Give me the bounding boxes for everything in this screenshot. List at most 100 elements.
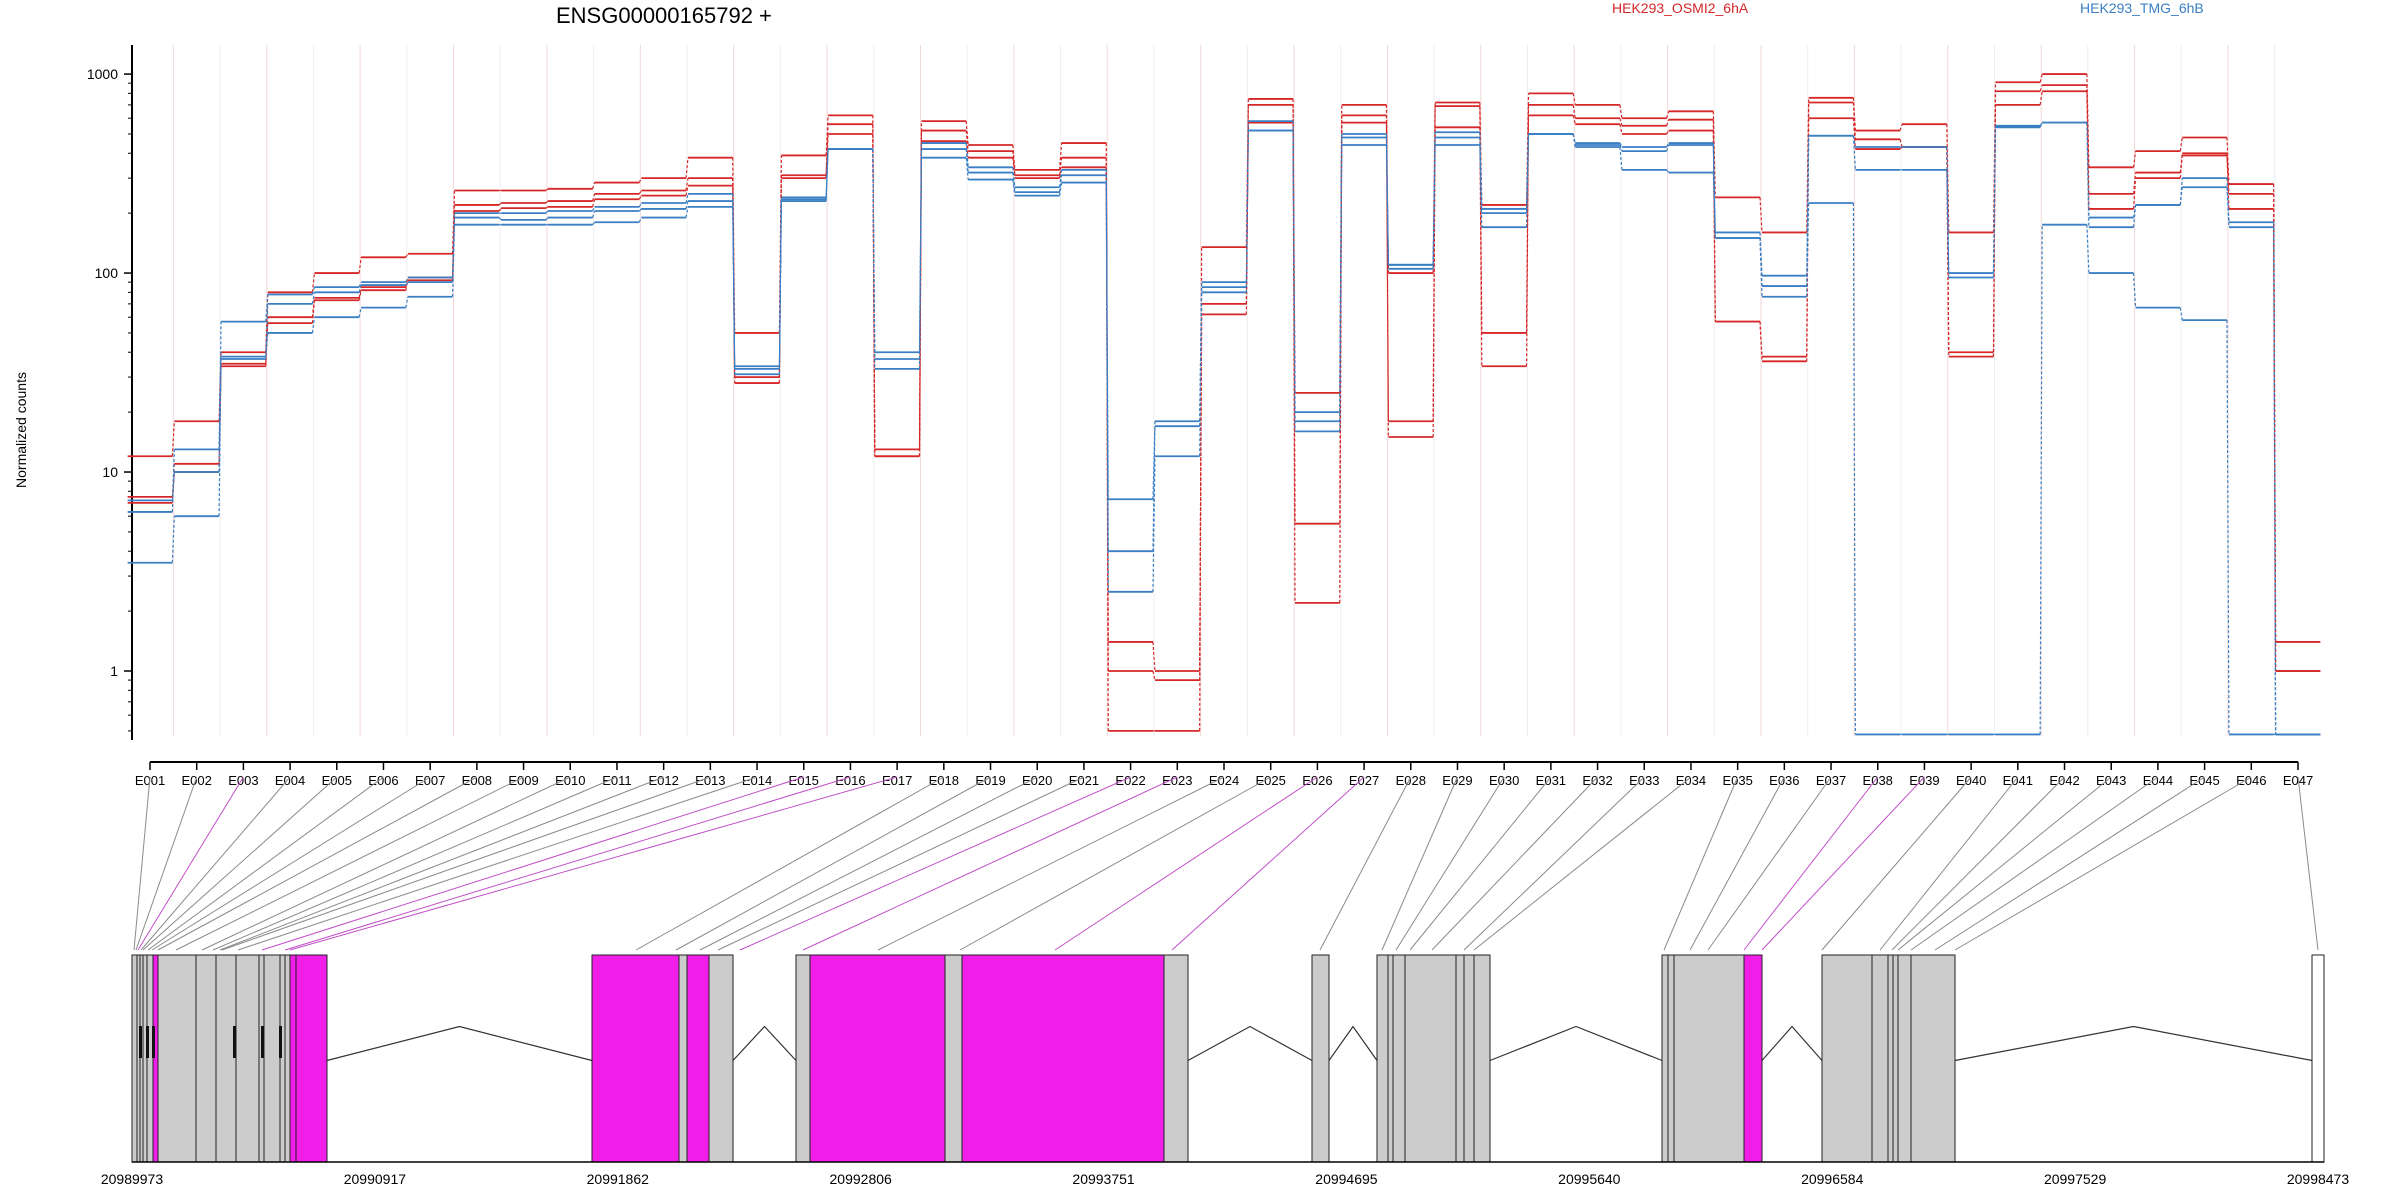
exon-mark xyxy=(146,1026,149,1058)
exon-mark xyxy=(261,1026,264,1058)
exon-connector xyxy=(1054,776,1318,951)
exon-label: E020 xyxy=(1022,773,1052,788)
step-riser xyxy=(2039,91,2043,105)
exon-connector xyxy=(699,776,1038,951)
step-riser xyxy=(638,202,642,208)
genomic-tick-label: 20989973 xyxy=(101,1171,164,1187)
exon-label: E010 xyxy=(555,773,585,788)
exon-connector xyxy=(877,776,1225,951)
exon-connector xyxy=(1319,776,1412,951)
exon-block xyxy=(1743,954,1763,1163)
exon-connector xyxy=(1821,776,1972,951)
step-riser xyxy=(1479,145,1483,228)
exon-connector xyxy=(157,776,478,951)
legend-tmg: HEK293_TMG_6hB xyxy=(2080,0,2204,16)
step-riser xyxy=(498,207,502,212)
step-riser xyxy=(592,193,596,202)
exon-connector xyxy=(959,776,1271,951)
step-riser xyxy=(1619,142,1623,148)
step-riser xyxy=(1339,122,1343,603)
step-riser xyxy=(405,280,409,291)
exon-block xyxy=(258,954,265,1163)
exon-label: E006 xyxy=(368,773,398,788)
step-riser xyxy=(1245,130,1249,288)
genomic-tick-label: 20997529 xyxy=(2044,1171,2107,1187)
step-riser xyxy=(1058,182,1063,196)
step-riser xyxy=(1666,130,1670,135)
exon-connector xyxy=(221,776,711,951)
step-riser xyxy=(2226,178,2230,223)
step-riser xyxy=(1058,167,1063,179)
exon-block xyxy=(263,954,281,1163)
exon-connector xyxy=(147,776,384,951)
exon-block xyxy=(1897,954,1912,1163)
step-riser xyxy=(311,317,316,334)
exon-block xyxy=(215,954,237,1163)
genomic-tick-label: 20990917 xyxy=(344,1171,407,1187)
step-riser xyxy=(732,193,736,367)
intron-line xyxy=(1328,1025,1378,1061)
step-riser xyxy=(778,199,782,375)
exon-block xyxy=(131,954,138,1163)
genomic-tick-label: 20993751 xyxy=(1072,1171,1135,1187)
step-riser xyxy=(405,277,409,283)
step-riser xyxy=(825,133,829,179)
step-riser xyxy=(592,210,596,218)
step-riser xyxy=(1058,143,1063,170)
step-riser xyxy=(1245,122,1249,315)
step-riser xyxy=(218,356,222,517)
step-riser xyxy=(1619,146,1623,170)
exon-label: E041 xyxy=(2003,773,2033,788)
exon-label: E043 xyxy=(2096,773,2126,788)
exon-connector xyxy=(1910,776,2159,951)
exon-block xyxy=(157,954,197,1163)
step-riser xyxy=(2179,178,2183,205)
step-riser xyxy=(2132,151,2137,168)
exon-block xyxy=(961,954,1165,1163)
series-tmg-3 xyxy=(127,120,2321,736)
exon-label: E009 xyxy=(508,773,538,788)
step-riser xyxy=(405,277,409,288)
exon-label: E042 xyxy=(2049,773,2079,788)
exon-connector xyxy=(1171,776,1365,951)
step-riser xyxy=(685,185,689,196)
step-riser xyxy=(1899,124,1903,131)
exon-label: E012 xyxy=(648,773,678,788)
exon-connector xyxy=(1934,776,2205,951)
step-riser xyxy=(2039,84,2043,92)
step-riser xyxy=(311,300,316,324)
step-riser xyxy=(872,149,876,369)
step-riser xyxy=(1666,111,1670,119)
exon-block xyxy=(1392,954,1406,1163)
exon-block xyxy=(1455,954,1465,1163)
step-riser xyxy=(311,272,316,293)
exon-connector xyxy=(1395,776,1505,951)
step-riser xyxy=(2132,204,2137,228)
legend-osmi2: HEK293_OSMI2_6hA xyxy=(1612,0,1749,16)
exon-connector xyxy=(284,776,851,951)
exon-block xyxy=(279,954,286,1163)
exon-connector xyxy=(133,776,151,951)
exon-connector xyxy=(1707,776,1832,951)
series-osmi2-2 xyxy=(127,90,2321,682)
step-riser xyxy=(358,281,362,288)
exon-connector xyxy=(135,776,198,951)
exon-label: E021 xyxy=(1069,773,1099,788)
gene-model xyxy=(131,954,2325,1163)
exon-label: E028 xyxy=(1396,773,1426,788)
step-riser xyxy=(1666,142,1670,148)
step-riser xyxy=(965,157,969,180)
exon-label: E036 xyxy=(1769,773,1799,788)
axes: 1 10 100 1000 xyxy=(87,45,2299,770)
exon-connector xyxy=(261,776,804,951)
genomic-tick-label: 20991862 xyxy=(587,1171,650,1187)
exon-block xyxy=(591,954,680,1163)
exon-connector xyxy=(1463,776,1645,951)
exon-connector xyxy=(717,776,1085,951)
step-riser xyxy=(825,124,829,176)
step-riser xyxy=(218,321,222,450)
exon-block xyxy=(1463,954,1475,1163)
step-riser xyxy=(265,303,269,359)
exon-connector xyxy=(1473,776,1692,951)
exon-label: E035 xyxy=(1722,773,1752,788)
